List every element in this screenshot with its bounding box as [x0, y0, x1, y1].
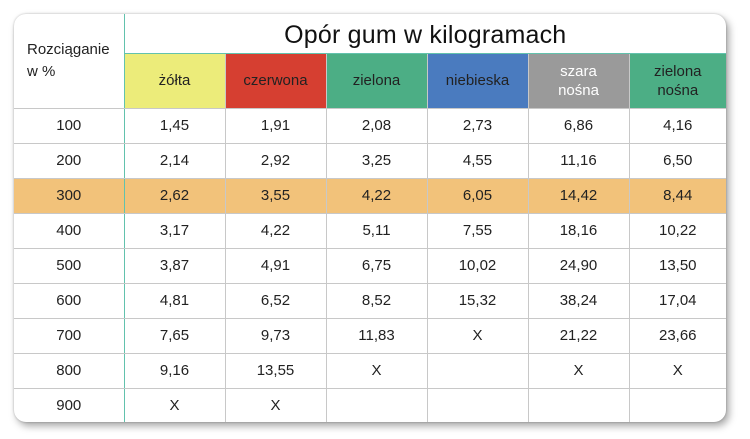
resistance-value-cell: 14,42: [528, 178, 630, 214]
resistance-value-cell: 1,45: [124, 108, 226, 144]
not-applicable-mark: X: [629, 353, 726, 389]
stretch-column-header: Rozciąganie w %: [14, 14, 125, 109]
resistance-value-cell: 2,73: [427, 108, 529, 144]
resistance-value-cell: 11,16: [528, 143, 630, 179]
resistance-value-cell: 1,91: [225, 108, 327, 144]
not-applicable-mark: X: [124, 388, 226, 422]
resistance-value-cell: 15,32: [427, 283, 529, 319]
resistance-value-cell: 4,16: [629, 108, 726, 144]
resistance-value-cell: 5,11: [326, 213, 428, 249]
stretch-cell: 900: [14, 388, 125, 422]
resistance-value-cell: 17,04: [629, 283, 726, 319]
resistance-value-cell: 38,24: [528, 283, 630, 319]
resistance-value-cell: 10,22: [629, 213, 726, 249]
resistance-value-cell: 6,05: [427, 178, 529, 214]
stretch-cell: 400: [14, 213, 125, 249]
table-row: 500 3,87 4,91 6,75 10,02 24,90 13,50: [14, 248, 726, 284]
stretch-cell: 600: [14, 283, 125, 319]
resistance-value-cell: 24,90: [528, 248, 630, 284]
stretch-cell: 800: [14, 353, 125, 389]
resistance-value-cell: 4,91: [225, 248, 327, 284]
table-row: 200 2,14 2,92 3,25 4,55 11,16 6,50: [14, 143, 726, 179]
resistance-value-cell: 9,73: [225, 318, 327, 354]
table-row: 300 2,62 3,55 4,22 6,05 14,42 8,44: [14, 178, 726, 214]
resistance-value-cell: 10,02: [427, 248, 529, 284]
resistance-table: Rozciąganie w % Opór gum w kilogramach ż…: [14, 14, 726, 422]
resistance-value-cell: 11,83: [326, 318, 428, 354]
resistance-value-cell: 3,55: [225, 178, 327, 214]
band-header-5: zielona nośna: [629, 53, 726, 109]
band-header-label: zielona: [653, 62, 702, 80]
resistance-value-cell: 4,22: [225, 213, 327, 249]
empty-cell: [326, 388, 428, 422]
resistance-value-cell: 18,16: [528, 213, 630, 249]
resistance-value-cell: 2,14: [124, 143, 226, 179]
resistance-value-cell: 9,16: [124, 353, 226, 389]
resistance-value-cell: 4,81: [124, 283, 226, 319]
resistance-value-cell: 6,75: [326, 248, 428, 284]
band-header-label: nośna: [657, 81, 699, 99]
stretch-header-line2: w %: [27, 62, 56, 80]
stretch-cell: 500: [14, 248, 125, 284]
title-row: Rozciąganie w % Opór gum w kilogramach: [14, 14, 726, 109]
band-header-3: niebieska: [427, 53, 529, 109]
resistance-table-card: Rozciąganie w % Opór gum w kilogramach ż…: [14, 14, 726, 422]
table-row: 600 4,81 6,52 8,52 15,32 38,24 17,04: [14, 283, 726, 319]
empty-cell: [629, 388, 726, 422]
not-applicable-mark: X: [326, 353, 428, 389]
band-header-0: żółta: [124, 53, 226, 109]
resistance-value-cell: 8,44: [629, 178, 726, 214]
stretch-cell: 100: [14, 108, 125, 144]
empty-cell: [528, 388, 630, 422]
empty-cell: [427, 353, 529, 389]
resistance-value-cell: 3,25: [326, 143, 428, 179]
resistance-value-cell: 7,55: [427, 213, 529, 249]
resistance-value-cell: 4,55: [427, 143, 529, 179]
table-row: 800 9,16 13,55 X X X: [14, 353, 726, 389]
resistance-value-cell: 2,92: [225, 143, 327, 179]
stretch-cell: 700: [14, 318, 125, 354]
resistance-value-cell: 4,22: [326, 178, 428, 214]
band-header-label: niebieska: [445, 72, 510, 89]
band-header-label: szara: [560, 62, 597, 80]
band-header-2: zielona: [326, 53, 428, 109]
table-title: Opór gum w kilogramach: [124, 14, 726, 54]
resistance-value-cell: 13,50: [629, 248, 726, 284]
not-applicable-mark: X: [427, 318, 529, 354]
resistance-value-cell: 23,66: [629, 318, 726, 354]
band-header-4: szara nośna: [528, 53, 630, 109]
resistance-value-cell: 6,86: [528, 108, 630, 144]
not-applicable-mark: X: [528, 353, 630, 389]
band-header-label: czerwona: [243, 72, 308, 89]
resistance-value-cell: 2,62: [124, 178, 226, 214]
resistance-value-cell: 3,87: [124, 248, 226, 284]
table-row: 700 7,65 9,73 11,83 X 21,22 23,66: [14, 318, 726, 354]
stretch-cell: 300: [14, 178, 125, 214]
resistance-value-cell: 2,08: [326, 108, 428, 144]
table-row: 400 3,17 4,22 5,11 7,55 18,16 10,22: [14, 213, 726, 249]
not-applicable-mark: X: [225, 388, 327, 422]
band-header-label: zielona: [352, 72, 401, 89]
stretch-cell: 200: [14, 143, 125, 179]
resistance-value-cell: 8,52: [326, 283, 428, 319]
resistance-value-cell: 13,55: [225, 353, 327, 389]
resistance-value-cell: 6,50: [629, 143, 726, 179]
table-row: 100 1,45 1,91 2,08 2,73 6,86 4,16: [14, 108, 726, 144]
empty-cell: [427, 388, 529, 422]
table-row: 900 X X: [14, 388, 726, 422]
band-header-label: żółta: [158, 72, 191, 89]
band-header-1: czerwona: [225, 53, 327, 109]
stretch-header-line1: Rozciąganie: [27, 40, 110, 58]
resistance-value-cell: 3,17: [124, 213, 226, 249]
band-header-row: żółta czerwona zielona niebieska szara nośna z…: [14, 53, 726, 109]
resistance-value-cell: 7,65: [124, 318, 226, 354]
resistance-value-cell: 6,52: [225, 283, 327, 319]
resistance-value-cell: 21,22: [528, 318, 630, 354]
band-header-label: nośna: [558, 81, 599, 99]
